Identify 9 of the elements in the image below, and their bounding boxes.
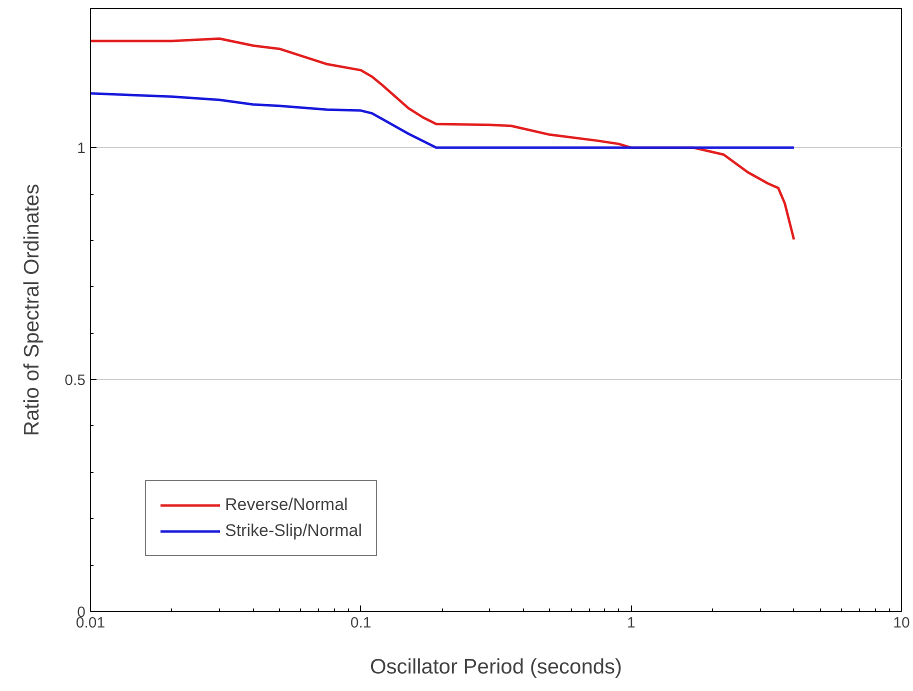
x-axis-title: Oscillator Period (seconds) — [370, 656, 622, 678]
y-tick-label: 1 — [77, 140, 86, 158]
x-tick-label: 0.1 — [350, 614, 372, 632]
x-tick-label: 10 — [893, 614, 910, 632]
y-axis-title: Ratio of Spectral Ordinates — [20, 184, 44, 436]
legend-label: Strike-Slip/Normal — [225, 521, 362, 541]
y-tick-label: 0.5 — [64, 372, 86, 390]
x-tick-label: 1 — [626, 614, 636, 632]
legend-label: Reverse/Normal — [225, 495, 348, 515]
